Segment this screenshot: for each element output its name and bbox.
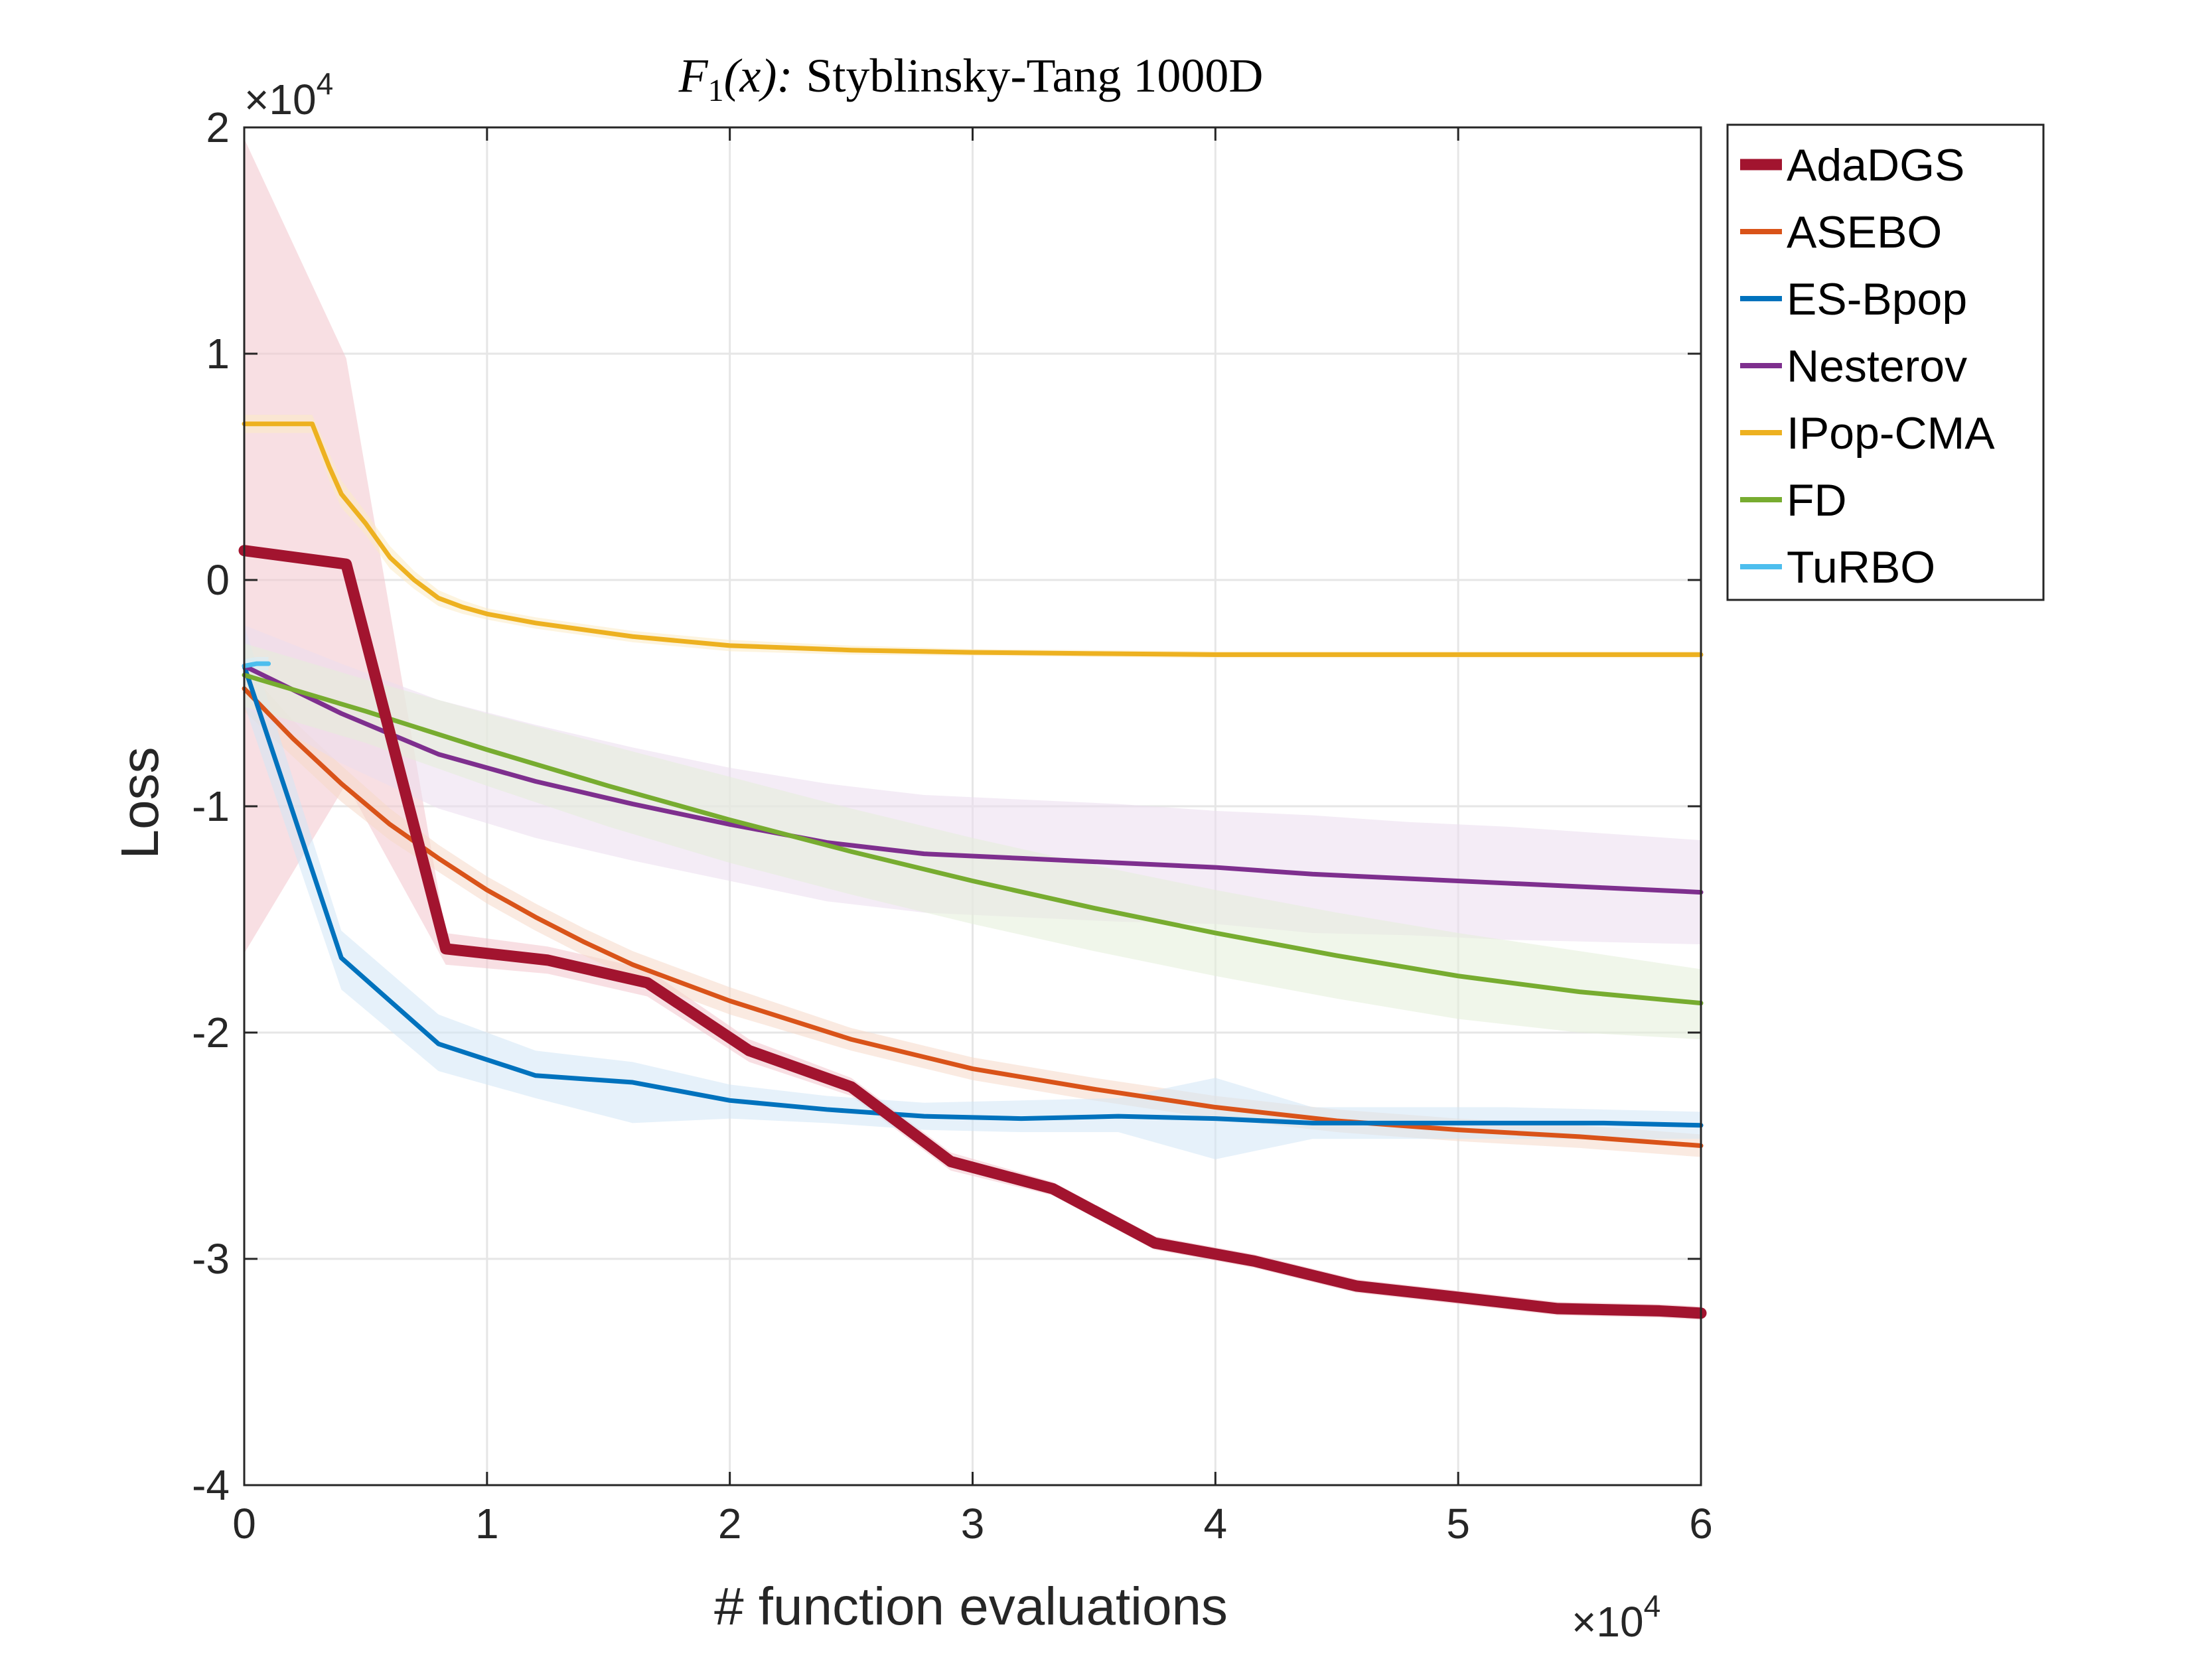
x-multiplier-base: ×10 (1572, 1598, 1644, 1646)
y-multiplier-base: ×10 (244, 76, 317, 123)
x-tick-label: 5 (1446, 1500, 1470, 1548)
legend: AdaDGS ASEBO ES-Bpop Nesterov IPop-CMA FD TuRB… (1726, 123, 2045, 601)
y-tick-label: 1 (206, 330, 230, 378)
x-tick-label: 2 (718, 1500, 742, 1548)
y-tick-label: -3 (192, 1235, 230, 1283)
y-tick-label: -2 (192, 1009, 230, 1056)
title-rest: Styblinsky-Tang 1000D (806, 49, 1263, 102)
title-func-arg: (x): (724, 49, 793, 102)
legend-label-es-bpop: ES-Bpop (1787, 274, 1967, 325)
chart-title: F1(x): Styblinsky-Tang 1000D (678, 49, 1264, 108)
series-line-adadgs (238, 545, 1707, 1319)
x-axis-label: # function evaluations (714, 1577, 1228, 1636)
legend-label-fd: FD (1787, 475, 1847, 526)
legend-label-nesterov: Nesterov (1787, 341, 1967, 392)
x-tick-label: 1 (475, 1500, 499, 1548)
y-tick-label: 0 (206, 556, 230, 604)
series-line-nesterov (242, 664, 1704, 895)
y-multiplier-exp: 4 (317, 66, 334, 101)
y-multiplier: ×104 (244, 66, 333, 123)
series-line-turbo (242, 661, 271, 669)
y-tick-label: 2 (206, 104, 230, 151)
series-line-es-bpop (242, 664, 1704, 1128)
series-line-ipop-cma (242, 421, 1704, 658)
y-tick-label: -4 (192, 1461, 230, 1509)
series-line-fd (242, 672, 1704, 1006)
y-tick-label: -1 (192, 782, 230, 830)
axis-ticks: 0 1 2 3 4 5 6 -4 -3 -2 -1 0 1 2 (192, 104, 1713, 1548)
title-func-prefix: F (678, 49, 709, 102)
legend-box (1726, 123, 2045, 601)
band-asebo (244, 666, 1701, 1157)
legend-label-asebo: ASEBO (1787, 207, 1942, 257)
series-lines (238, 421, 1707, 1319)
legend-label-adadgs: AdaDGS (1787, 140, 1964, 190)
title-func-sub: 1 (708, 73, 724, 108)
legend-label-turbo: TuRBO (1787, 542, 1935, 593)
y-axis-label: Loss (110, 747, 169, 859)
x-tick-label: 4 (1204, 1500, 1228, 1548)
x-tick-label: 3 (961, 1500, 985, 1548)
legend-label-ipop-cma: IPop-CMA (1787, 408, 1995, 459)
x-tick-label: 6 (1689, 1500, 1713, 1548)
x-multiplier: ×104 (1572, 1589, 1660, 1646)
band-nesterov (244, 625, 1701, 945)
x-multiplier-exp: 4 (1644, 1589, 1661, 1623)
x-tick-label: 0 (232, 1500, 256, 1548)
band-fd (244, 643, 1701, 1040)
